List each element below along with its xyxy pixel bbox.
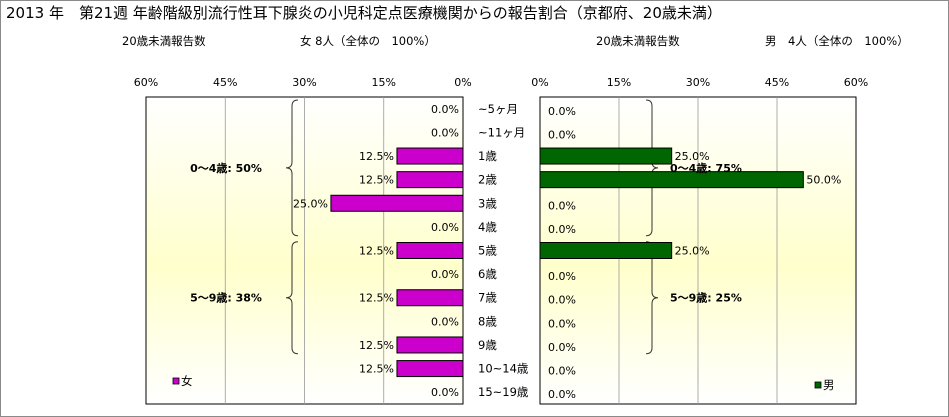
female-value-label: 12.5% — [359, 339, 394, 352]
male-age-group-label: 0～4歳: 75% — [670, 161, 742, 175]
female-legend-swatch — [172, 377, 180, 385]
male-bar — [539, 147, 673, 165]
female-value-label: 12.5% — [359, 363, 394, 376]
male-count-label: 20歳未満報告数 — [596, 34, 680, 48]
female-value-label: 12.5% — [359, 245, 394, 258]
male-value-label: 25.0% — [675, 150, 710, 163]
category-label: 6歳 — [478, 267, 497, 281]
male-legend-label: 男 — [823, 378, 835, 392]
male-tick-label: 0% — [531, 76, 548, 89]
female-age-group-brace — [285, 241, 299, 355]
female-bar — [396, 289, 464, 307]
male-value-label: 0.0% — [548, 128, 576, 141]
male-value-label: 0.0% — [548, 341, 576, 354]
male-value-label: 0.0% — [548, 294, 576, 307]
male-value-label: 0.0% — [548, 317, 576, 330]
male-tick-label: 60% — [844, 76, 868, 89]
category-label: 1歳 — [478, 149, 497, 163]
male-tick-label: 15% — [607, 76, 631, 89]
category-label: 15~19歳 — [478, 385, 529, 399]
female-tick-label: 0% — [454, 76, 471, 89]
male-tick-label: 45% — [765, 76, 789, 89]
male-age-group-label: 5～9歳: 25% — [670, 291, 742, 305]
female-bar — [396, 242, 464, 259]
category-label: 7歳 — [478, 291, 497, 305]
category-label: 10~14歳 — [478, 362, 529, 376]
male-bar — [539, 171, 804, 189]
category-label: 4歳 — [478, 220, 497, 234]
male-value-label: 0.0% — [548, 223, 576, 236]
female-value-label: 0.0% — [431, 103, 459, 116]
female-value-label: 12.5% — [359, 292, 394, 305]
female-value-label: 25.0% — [293, 197, 328, 210]
female-age-group-label: 5～9歳: 38% — [190, 291, 262, 305]
category-label: 8歳 — [478, 314, 497, 328]
female-bar — [396, 171, 464, 189]
chart-title: 2013 年 第21週 年齢階級別流行性耳下腺炎の小児科定点医療機関からの報告割… — [6, 4, 722, 22]
category-label: ~5ヶ月 — [478, 102, 518, 116]
male-value-label: 0.0% — [548, 365, 576, 378]
category-label: 9歳 — [478, 338, 497, 352]
male-bar — [539, 242, 673, 259]
male-value-label: 0.0% — [548, 270, 576, 283]
female-value-label: 0.0% — [431, 386, 459, 399]
female-tick-label: 15% — [372, 76, 396, 89]
category-label: 2歳 — [478, 173, 497, 187]
male-count-value: 男 4人（全体の 100%） — [765, 34, 909, 48]
category-label: 5歳 — [478, 244, 497, 258]
female-count-label: 20歳未満報告数 — [122, 34, 206, 48]
male-value-label: 0.0% — [548, 199, 576, 212]
male-value-label: 25.0% — [675, 245, 710, 258]
female-bar — [396, 336, 464, 354]
female-bar — [396, 147, 464, 165]
category-label: 3歳 — [478, 196, 497, 210]
female-value-label: 0.0% — [431, 126, 459, 139]
male-value-label: 0.0% — [548, 388, 576, 401]
male-tick-label: 30% — [686, 76, 710, 89]
female-value-label: 0.0% — [431, 268, 459, 281]
female-legend-label: 女 — [181, 374, 193, 388]
female-tick-label: 30% — [292, 76, 316, 89]
category-label: ~11ヶ月 — [478, 125, 525, 139]
male-value-label: 0.0% — [548, 105, 576, 118]
female-tick-label: 60% — [134, 76, 158, 89]
female-age-group-brace — [285, 99, 299, 237]
female-bar — [396, 360, 464, 378]
female-value-label: 12.5% — [359, 150, 394, 163]
female-value-label: 0.0% — [431, 221, 459, 234]
female-tick-label: 45% — [213, 76, 237, 89]
male-age-group-brace — [645, 99, 659, 237]
male-value-label: 50.0% — [806, 174, 841, 187]
female-bar — [330, 194, 464, 212]
female-value-label: 12.5% — [359, 174, 394, 187]
female-count-value: 女 8人（全体の 100%） — [300, 34, 436, 48]
female-age-group-label: 0～4歳: 50% — [190, 161, 262, 175]
female-value-label: 0.0% — [431, 315, 459, 328]
male-legend-swatch — [814, 381, 822, 389]
